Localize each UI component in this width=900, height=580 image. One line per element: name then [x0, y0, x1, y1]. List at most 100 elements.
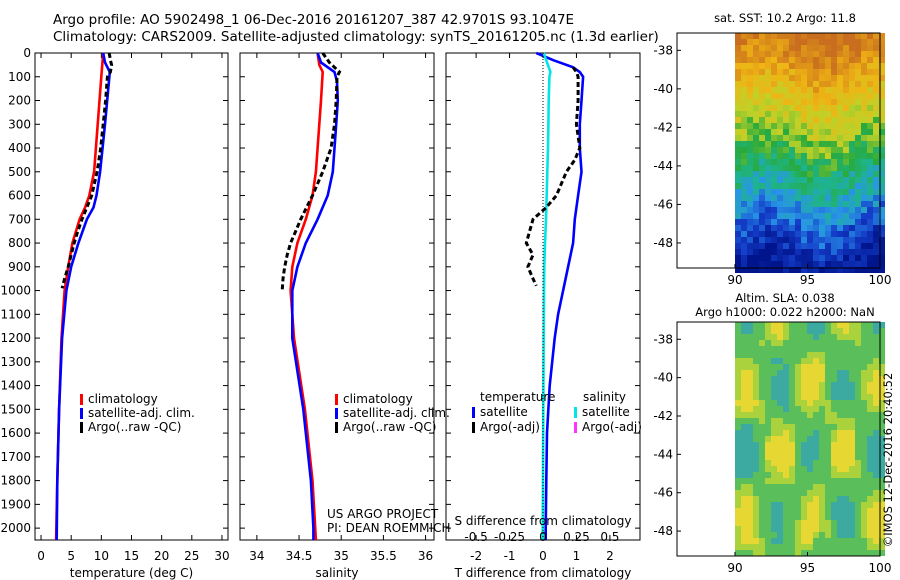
sst-map-xtick-label: 90: [727, 273, 742, 287]
depth-tick-label: 1800: [0, 474, 31, 488]
diff-legend-swatch: [472, 407, 475, 418]
sst-map-ytick-label: -44: [653, 159, 673, 173]
salinity-diff-tick-label: 0.25: [563, 530, 590, 544]
salinity-axes-box: [239, 52, 435, 541]
depth-tick-label: 400: [8, 141, 31, 155]
salinity-xtick-label: 35.5: [370, 549, 397, 563]
difference-series-satellite: [535, 51, 585, 540]
credit-pi: PI: DEAN ROEMMICH: [327, 521, 450, 535]
plot-title-line1: Argo profile: AO 5902498_1 06-Dec-2016 2…: [53, 12, 575, 28]
sst-map-ytick-label: -38: [653, 43, 673, 57]
sla-map-axes-box: [676, 321, 881, 557]
diff-legend-label: Argo(-adj): [582, 420, 642, 434]
depth-tick-label: 1700: [0, 450, 31, 464]
temperature-xlabel: temperature (deg C): [70, 566, 193, 580]
salinity-series-satellite-adj-clim-: [290, 52, 340, 540]
salinity-legend-label: Argo(..raw -QC): [343, 420, 436, 434]
depth-tick-label: 300: [8, 117, 31, 131]
depth-tick-label: 900: [8, 260, 31, 274]
depth-tick-label: 200: [8, 94, 31, 108]
temperature-legend-swatch: [80, 394, 83, 405]
sst-map-xtick-label: 100: [869, 273, 892, 287]
depth-tick-label: 500: [8, 165, 31, 179]
salinity-xlabel: salinity: [315, 566, 358, 580]
salinity-series-climatology: [289, 52, 325, 541]
temperature-series-climatology: [54, 52, 105, 541]
difference-xtick-label: 0: [539, 549, 547, 563]
sla-map-xtick-label: 95: [800, 561, 815, 575]
salinity-diff-tick-label: 0: [539, 530, 547, 544]
sla-map-ytick-label: -46: [653, 486, 673, 500]
sla-map-ytick-label: -48: [653, 524, 673, 538]
diff-legend-label: satellite: [480, 405, 528, 419]
depth-tick-label: 600: [8, 189, 31, 203]
sla-map-field: [735, 322, 885, 556]
sla-map-subtitle: Argo h1000: 0.022 h2000: NaN: [695, 305, 874, 319]
depth-tick-label: 1600: [0, 426, 31, 440]
depth-tick-label: 800: [8, 236, 31, 250]
sla-map-ytick-label: -38: [653, 332, 673, 346]
sst-map-ytick-label: -48: [653, 236, 673, 250]
depth-tick-label: 1900: [0, 497, 31, 511]
depth-tick-label: 1300: [0, 355, 31, 369]
salinity-xtick-label: 34.5: [286, 549, 313, 563]
temperature-legend-swatch: [80, 422, 83, 433]
depth-tick-label: 1000: [0, 284, 31, 298]
salinity-xtick-label: 34: [249, 549, 264, 563]
credit-project: US ARGO PROJECT: [327, 507, 439, 521]
depth-tick-label: 1500: [0, 402, 31, 416]
sla-map-ytick-label: -40: [653, 371, 673, 385]
diff-legend-swatch: [574, 422, 577, 433]
temperature-legend-label: Argo(..raw -QC): [88, 420, 181, 434]
temperature-xtick-label: 20: [154, 549, 169, 563]
sla-map-title: Altim. SLA: 0.038: [735, 291, 834, 305]
diff-legend-swatch: [472, 422, 475, 433]
salinity-legend-label: climatology: [343, 392, 413, 406]
salinity-diff-xlabel: S difference from climatology: [455, 514, 632, 528]
temperature-legend-swatch: [80, 408, 83, 419]
diff-legend-label: satellite: [582, 405, 630, 419]
sla-map-ytick-label: -42: [653, 409, 673, 423]
temperature-xtick-label: 0: [37, 549, 45, 563]
temperature-series-argo-raw-qc-: [60, 52, 114, 289]
salinity-legend-swatch: [335, 422, 338, 433]
difference-xtick-label: 2: [606, 549, 614, 563]
temperature-xtick-label: 15: [124, 549, 139, 563]
difference-xlabel: T difference from climatology: [454, 566, 632, 580]
depth-tick-label: 0: [23, 46, 31, 60]
diff-legend-label: Argo(-adj): [480, 420, 540, 434]
difference-series-satellite: [541, 52, 552, 540]
difference-series-argo-adj-: [524, 66, 582, 287]
temperature-xtick-label: 10: [94, 549, 109, 563]
depth-tick-label: 2000: [0, 521, 31, 535]
sst-map-field: [735, 33, 885, 273]
sla-map-xtick-label: 100: [869, 561, 892, 575]
depth-tick-label: 1200: [0, 331, 31, 345]
difference-xtick-label: -1: [504, 549, 516, 563]
diff-legend-swatch: [574, 407, 577, 418]
difference-xtick-label: 1: [573, 549, 581, 563]
depth-tick-label: 700: [8, 212, 31, 226]
difference-xtick-label: -2: [470, 549, 482, 563]
temperature-series-satellite-adj-clim-: [55, 52, 112, 541]
salinity-legend-swatch: [335, 408, 338, 419]
imos-timestamp: ©IMOS 12-Dec-2016 20:40:52: [881, 373, 895, 548]
diff-legend-title-temperature: temperature: [480, 390, 555, 404]
plot-title-line2: Climatology: CARS2009. Satellite-adjuste…: [53, 29, 659, 45]
sst-map-axes-box: [676, 32, 881, 269]
temperature-legend-label: satellite-adj. clim.: [88, 406, 195, 420]
depth-tick-label: 1400: [0, 379, 31, 393]
temperature-legend-label: climatology: [88, 392, 158, 406]
salinity-diff-tick-label: -0.5: [464, 530, 487, 544]
salinity-xtick-label: 35: [334, 549, 349, 563]
depth-tick-label: 100: [8, 70, 31, 84]
depth-tick-label: 1100: [0, 307, 31, 321]
sla-map-xtick-label: 90: [727, 561, 742, 575]
sst-map-ytick-label: -40: [653, 82, 673, 96]
sla-map-ytick-label: -44: [653, 447, 673, 461]
temperature-xtick-label: 25: [184, 549, 199, 563]
salinity-diff-tick-label: -0.25: [494, 530, 525, 544]
sst-map-ytick-label: -46: [653, 197, 673, 211]
temperature-xtick-label: 30: [214, 549, 229, 563]
